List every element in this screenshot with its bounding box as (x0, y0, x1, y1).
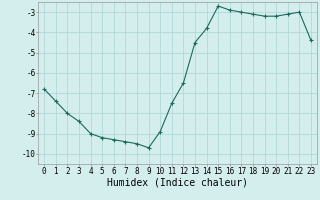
X-axis label: Humidex (Indice chaleur): Humidex (Indice chaleur) (107, 177, 248, 187)
